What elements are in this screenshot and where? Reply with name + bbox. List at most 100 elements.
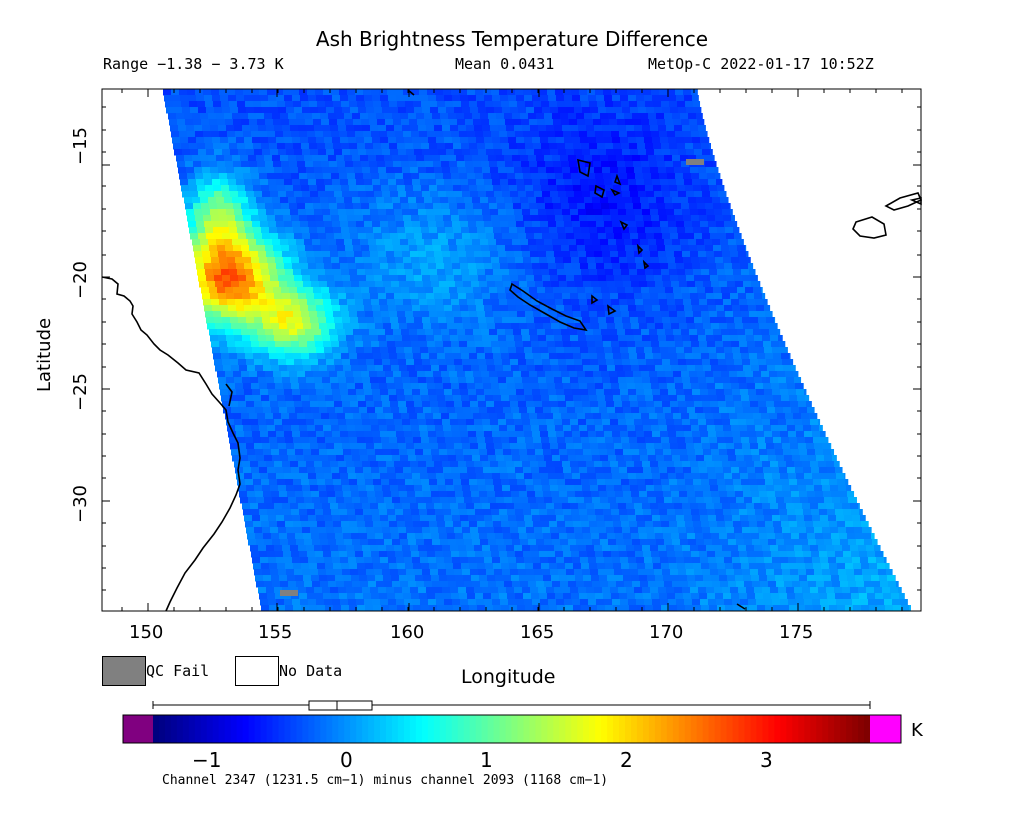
- swath-pixel: [537, 287, 546, 294]
- swath-pixel: [514, 419, 523, 426]
- swath-pixel: [590, 401, 599, 408]
- swath-pixel: [342, 149, 351, 156]
- swath-pixel: [738, 503, 747, 510]
- swath-pixel: [788, 389, 797, 396]
- swath-pixel: [221, 185, 230, 192]
- swath-pixel: [400, 497, 409, 504]
- swath-pixel: [261, 353, 270, 360]
- swath-pixel: [542, 149, 551, 156]
- swath-pixel: [780, 347, 788, 354]
- swath-pixel: [280, 113, 289, 120]
- swath-pixel: [807, 491, 816, 498]
- swath-pixel: [410, 293, 419, 300]
- swath-pixel: [526, 359, 535, 366]
- swath-pixel: [451, 89, 460, 96]
- swath-pixel: [440, 113, 449, 120]
- swath-pixel: [473, 287, 482, 294]
- swath-pixel: [703, 449, 712, 456]
- swath-pixel: [397, 101, 406, 108]
- swath-pixel: [516, 179, 525, 186]
- swath-pixel: [588, 305, 597, 312]
- swath-pixel: [475, 425, 484, 432]
- swath-pixel: [759, 281, 761, 288]
- swath-pixel: [686, 107, 695, 114]
- swath-pixel: [370, 335, 379, 342]
- swath-pixel: [233, 287, 242, 294]
- swath-pixel: [622, 275, 631, 282]
- swath-pixel: [691, 383, 700, 390]
- swath-pixel: [478, 191, 487, 198]
- swath-pixel: [283, 467, 292, 474]
- swath-pixel: [685, 185, 694, 192]
- swath-pixel: [305, 203, 314, 210]
- swath-pixel: [700, 263, 709, 270]
- swath-pixel: [544, 113, 553, 120]
- swath-pixel: [231, 281, 240, 288]
- swath-pixel: [466, 377, 475, 384]
- swath-pixel: [526, 233, 535, 240]
- swath-pixel: [796, 431, 805, 438]
- swath-pixel: [235, 425, 244, 432]
- swath-pixel: [396, 221, 405, 228]
- swath-pixel: [215, 323, 224, 330]
- swath-pixel: [576, 155, 585, 162]
- swath-pixel: [459, 131, 468, 138]
- swath-pixel: [307, 89, 316, 96]
- swath-pixel: [343, 281, 352, 288]
- swath-pixel: [515, 341, 524, 348]
- swath-pixel: [651, 215, 660, 222]
- swath-pixel: [544, 497, 553, 504]
- swath-pixel: [634, 419, 643, 426]
- swath-pixel: [423, 407, 432, 414]
- swath-pixel: [500, 221, 509, 228]
- swath-pixel: [577, 203, 586, 210]
- swath-pixel: [574, 401, 583, 408]
- swath-pixel: [534, 401, 543, 408]
- swath-pixel: [648, 197, 657, 204]
- swath-pixel: [273, 203, 282, 210]
- swath-pixel: [728, 497, 737, 504]
- swath-pixel: [573, 479, 582, 486]
- swath-pixel: [578, 209, 587, 216]
- swath-pixel: [620, 305, 629, 312]
- swath-pixel: [811, 467, 820, 474]
- swath-pixel: [505, 161, 514, 168]
- swath-pixel: [479, 365, 488, 372]
- swath-pixel: [497, 413, 506, 420]
- swath-pixel: [703, 281, 712, 288]
- swath-pixel: [330, 209, 339, 216]
- swath-pixel: [295, 365, 304, 372]
- swath-pixel: [516, 389, 525, 396]
- swath-pixel: [246, 401, 255, 408]
- swath-pixel: [367, 323, 376, 330]
- swath-pixel: [250, 251, 259, 258]
- swath-pixel: [454, 401, 463, 408]
- swath-pixel: [331, 299, 340, 306]
- swath-pixel: [198, 191, 207, 198]
- swath-pixel: [611, 341, 620, 348]
- swath-pixel: [741, 353, 750, 360]
- swath-pixel: [206, 149, 215, 156]
- swath-pixel: [288, 113, 297, 120]
- swath-pixel: [605, 479, 614, 486]
- swath-pixel: [385, 203, 394, 210]
- swath-pixel: [428, 221, 437, 228]
- swath-pixel: [604, 179, 613, 186]
- swath-pixel: [424, 455, 433, 462]
- swath-pixel: [722, 419, 731, 426]
- swath-pixel: [593, 287, 602, 294]
- swath-pixel: [373, 395, 382, 402]
- swath-pixel: [549, 311, 558, 318]
- swath-pixel: [692, 221, 701, 228]
- swath-pixel: [780, 431, 789, 438]
- swath-pixel: [282, 419, 291, 426]
- swath-pixel: [389, 353, 398, 360]
- swath-pixel: [525, 101, 534, 108]
- swath-pixel: [467, 341, 476, 348]
- swath-pixel: [638, 233, 647, 240]
- swath-pixel: [438, 359, 447, 366]
- swath-pixel: [260, 221, 269, 228]
- swath-pixel: [513, 119, 522, 126]
- swath-pixel: [325, 143, 334, 150]
- swath-pixel: [471, 365, 480, 372]
